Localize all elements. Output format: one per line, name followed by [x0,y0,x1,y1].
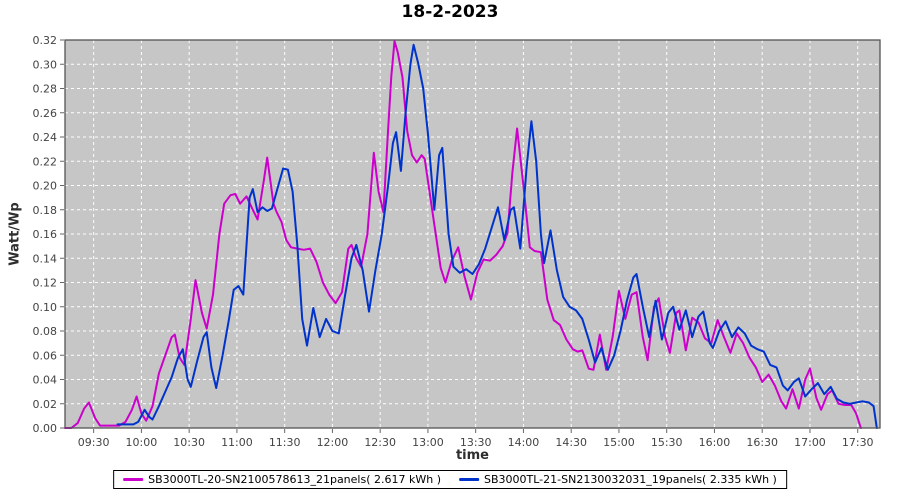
x-tick-label: 10:00 [126,436,158,449]
series-line-0 [64,40,862,429]
y-tick-label: 0.14 [33,252,58,265]
x-tick-label: 14:00 [508,436,540,449]
x-tick-label: 15:00 [603,436,635,449]
y-axis-label: Watt/Wp [7,202,23,266]
legend: SB3000TL-20-SN2100578613_21panels( 2.617… [113,470,787,489]
x-tick-label: 16:00 [699,436,731,449]
x-tick-label: 17:30 [842,436,874,449]
x-axis-label: time [455,448,490,463]
x-tick-label: 11:00 [221,436,253,449]
y-tick-label: 0.32 [33,34,58,47]
x-tick-label: 09:30 [78,436,110,449]
x-tick-label: 16:30 [746,436,778,449]
x-tick-label: 13:00 [412,436,444,449]
y-tick-label: 0.00 [33,422,58,435]
y-tick-label: 0.02 [33,398,58,411]
y-tick-label: 0.18 [33,204,58,217]
x-tick-label: 15:30 [651,436,683,449]
chart-title: 18-2-2023 [401,2,499,22]
y-tick-label: 0.04 [33,374,58,387]
legend-item: SB3000TL-21-SN2130032031_19panels( 2.335… [459,473,777,486]
y-tick-label: 0.12 [33,277,58,290]
y-tick-label: 0.26 [33,107,58,120]
legend-line-marker-blue [459,478,479,481]
y-tick-label: 0.16 [33,228,58,241]
x-tick-label: 12:00 [317,436,349,449]
legend-item: SB3000TL-20-SN2100578613_21panels( 2.617… [123,473,441,486]
x-tick-label: 12:30 [364,436,396,449]
legend-label-blue: SB3000TL-21-SN2130032031_19panels( 2.335… [484,473,777,486]
legend-label-pink: SB3000TL-20-SN2100578613_21panels( 2.617… [148,473,441,486]
y-tick-label: 0.24 [33,131,58,144]
x-tick-label: 10:30 [173,436,205,449]
series-line-1 [116,43,878,429]
y-tick-label: 0.28 [33,83,58,96]
y-tick-label: 0.06 [33,349,58,362]
legend-line-marker-pink [123,478,144,481]
y-tick-label: 0.20 [33,180,58,193]
plot-border [64,39,881,429]
y-tick-label: 0.30 [33,58,58,71]
x-tick-label: 14:30 [555,436,587,449]
x-tick-label: 17:00 [794,436,826,449]
y-tick-label: 0.10 [33,301,58,314]
x-tick-label: 13:30 [460,436,492,449]
x-tick-label: 11:30 [269,436,301,449]
y-tick-label: 0.08 [33,325,58,338]
y-tick-label: 0.22 [33,155,58,168]
